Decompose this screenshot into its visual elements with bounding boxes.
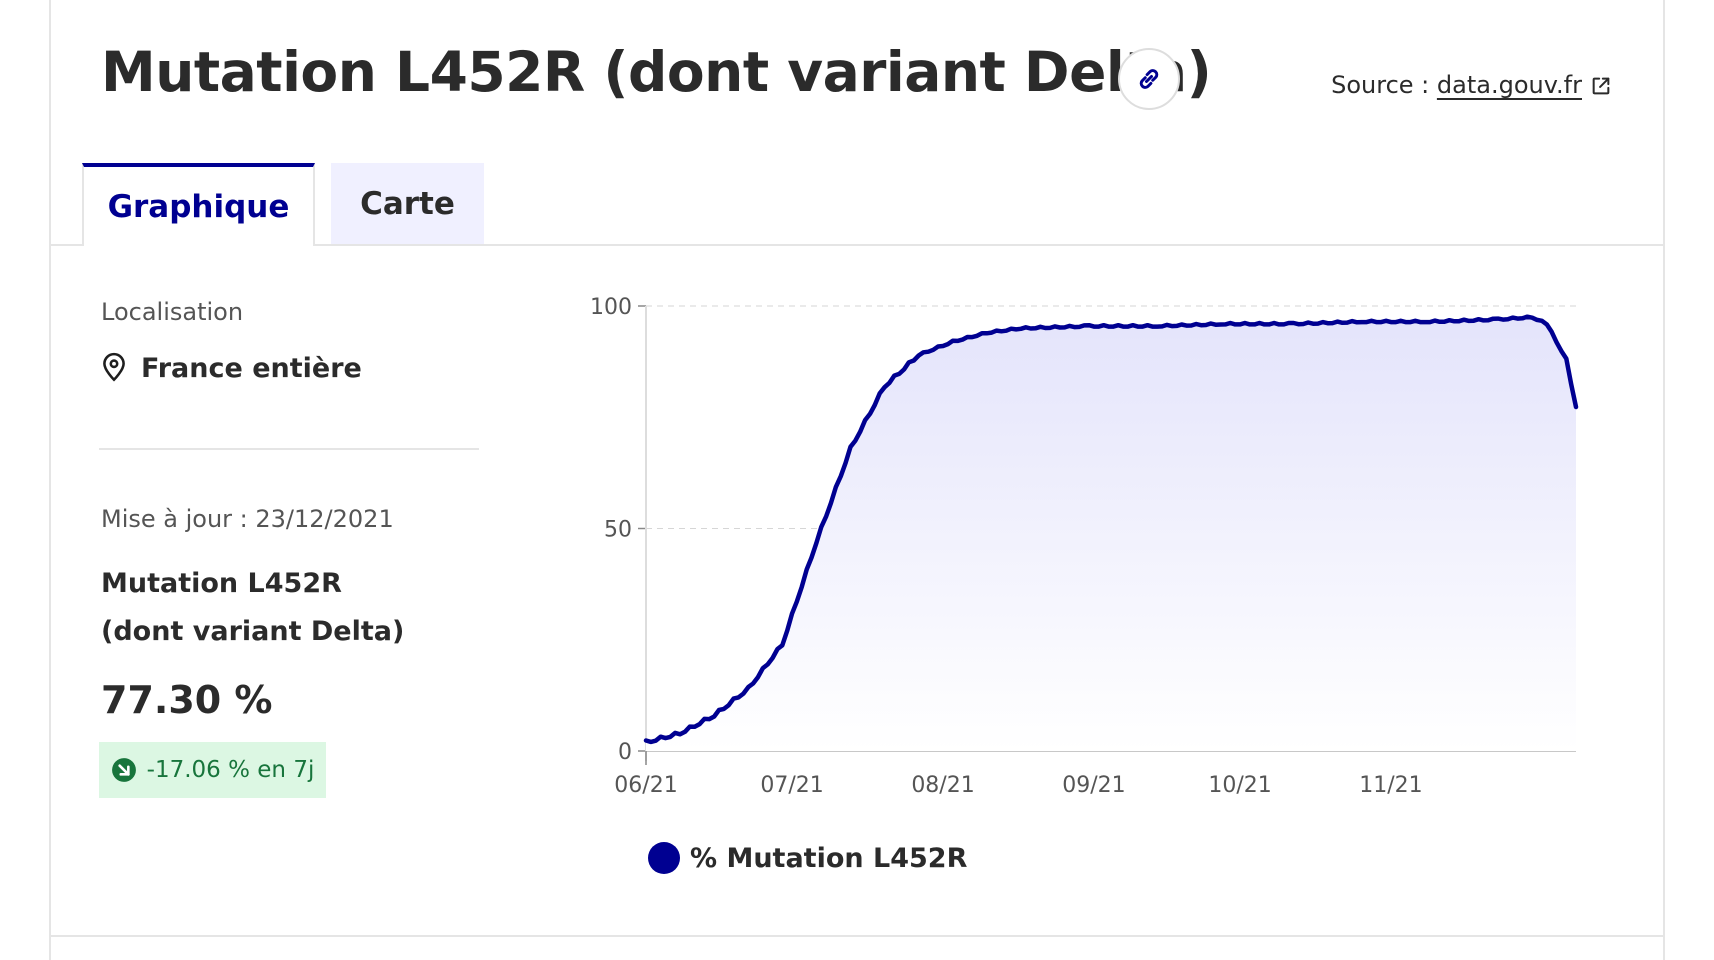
tabs-divider xyxy=(49,244,1665,246)
legend-label: % Mutation L452R xyxy=(690,842,968,874)
map-pin-icon xyxy=(103,352,125,382)
source-label: Source : xyxy=(1331,71,1430,99)
series-area xyxy=(646,316,1576,751)
page-title: Mutation L452R (dont variant Delta) xyxy=(101,40,1212,104)
y-tick-label: 0 xyxy=(618,740,632,765)
x-tick-label: 06/21 xyxy=(614,773,677,798)
trend-text: -17.06 % en 7j xyxy=(146,757,315,783)
tab-graphique[interactable]: Graphique xyxy=(82,163,315,246)
card-bottom-border xyxy=(49,935,1665,937)
series-line xyxy=(643,314,1579,745)
source-link-text: data.gouv.fr xyxy=(1436,71,1582,99)
x-tick-label: 08/21 xyxy=(911,773,974,798)
indicator-value: 77.30 % xyxy=(101,678,273,722)
link-icon xyxy=(1139,69,1159,89)
location-label: Localisation xyxy=(101,298,244,326)
x-tick-label: 11/21 xyxy=(1359,773,1422,798)
trend-badge: -17.06 % en 7j xyxy=(99,742,326,798)
external-link-icon xyxy=(1592,77,1610,95)
x-tick-label: 09/21 xyxy=(1062,773,1125,798)
x-tick-label: 07/21 xyxy=(760,773,823,798)
chart-legend: % Mutation L452R xyxy=(648,842,967,874)
line-chart: 0 50 100 06/21 07/21 08/21 09/21 10/21 11/21 xyxy=(590,295,1579,798)
x-tick-label: 10/21 xyxy=(1208,773,1271,798)
update-date: Mise à jour : 23/12/2021 xyxy=(101,505,394,533)
y-tick-label: 100 xyxy=(590,295,632,320)
tab-carte[interactable]: Carte xyxy=(331,163,484,244)
location-value: France entière xyxy=(141,352,362,384)
source-link[interactable]: data.gouv.fr xyxy=(1437,71,1612,99)
source-info: Source : data.gouv.fr xyxy=(1331,71,1612,99)
indicator-card xyxy=(49,0,1665,960)
arrow-down-right-icon xyxy=(111,758,136,782)
sidebar-divider xyxy=(99,448,479,450)
indicator-name: Mutation L452R (dont variant Delta) xyxy=(101,568,405,647)
legend-swatch xyxy=(648,842,680,874)
copy-link-button[interactable] xyxy=(1118,48,1180,110)
y-tick-label: 50 xyxy=(604,518,632,543)
location-selector[interactable]: France entière xyxy=(101,352,362,384)
